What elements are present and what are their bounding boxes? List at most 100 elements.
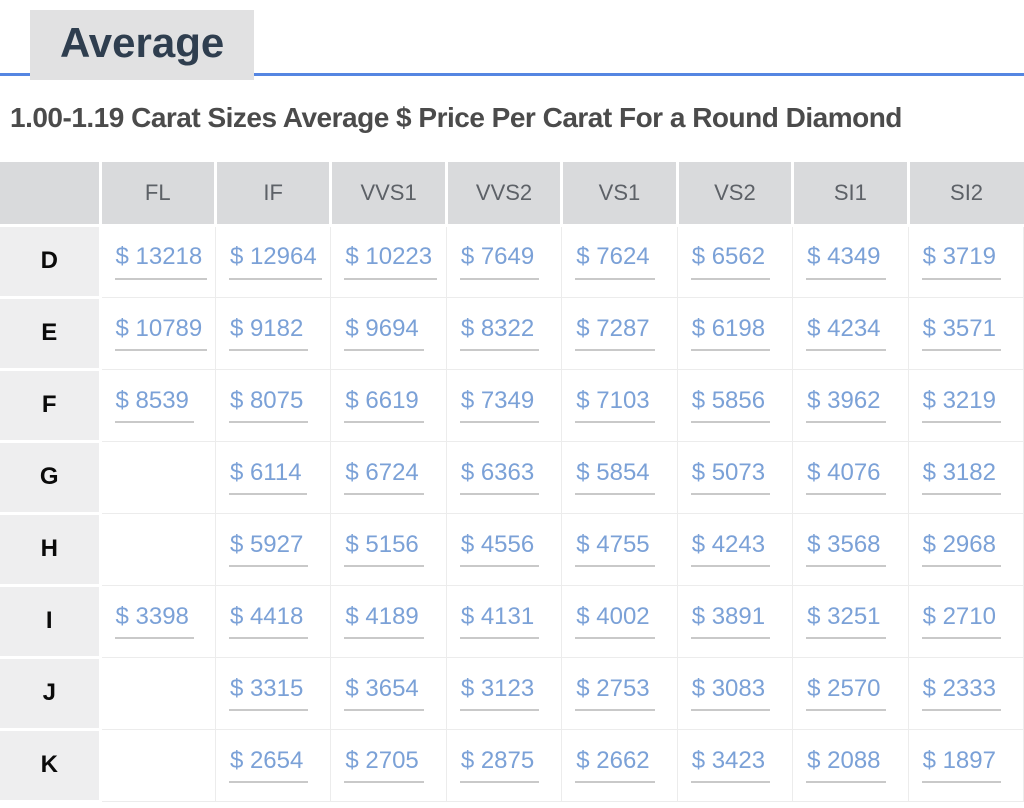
price-link[interactable]: $ 9694 bbox=[344, 315, 424, 352]
price-link[interactable]: $ 3251 bbox=[806, 603, 886, 640]
price-link[interactable]: $ 3568 bbox=[806, 531, 886, 568]
price-link[interactable]: $ 5854 bbox=[575, 459, 655, 496]
price-cell: $ 5854 bbox=[561, 440, 678, 514]
price-cell: $ 2654 bbox=[214, 728, 332, 802]
price-cell: $ 7103 bbox=[561, 368, 678, 442]
price-link[interactable]: $ 2333 bbox=[921, 675, 1001, 712]
price-link[interactable]: $ 3571 bbox=[921, 315, 1001, 352]
price-link[interactable]: $ 3962 bbox=[806, 387, 886, 424]
price-link[interactable]: $ 7349 bbox=[459, 387, 540, 424]
table-body: D $ 13218 $ 12964 $ 10223 $ 7649 $ 7624 $ 6562… bbox=[0, 224, 1024, 803]
price-link[interactable]: $ 7103 bbox=[575, 387, 655, 424]
price-link[interactable]: $ 3719 bbox=[921, 243, 1001, 280]
price-cell: $ 10789 bbox=[99, 296, 216, 370]
price-cell: $ 3654 bbox=[330, 656, 447, 730]
price-cell: $ 5856 bbox=[676, 368, 794, 442]
column-header-fl: FL bbox=[98, 162, 217, 227]
price-link[interactable]: $ 4755 bbox=[575, 531, 655, 568]
tab-average[interactable]: Average bbox=[30, 10, 255, 80]
price-link[interactable]: $ 10789 bbox=[114, 315, 208, 352]
price-link[interactable]: $ 3182 bbox=[921, 459, 1001, 496]
row-label-i: I bbox=[0, 585, 102, 659]
row-label-f: F bbox=[0, 369, 102, 443]
price-link[interactable]: $ 6198 bbox=[690, 315, 771, 352]
price-link[interactable]: $ 2968 bbox=[921, 531, 1001, 568]
price-link[interactable]: $ 3123 bbox=[459, 675, 540, 712]
price-link[interactable]: $ 2710 bbox=[921, 603, 1001, 640]
price-link[interactable]: $ 4243 bbox=[690, 531, 771, 568]
price-link[interactable]: $ 4418 bbox=[228, 603, 309, 640]
price-cell: $ 4755 bbox=[561, 512, 678, 586]
price-link[interactable]: $ 2088 bbox=[806, 747, 886, 784]
price-cell: $ 2570 bbox=[792, 656, 909, 730]
price-cell: $ 8539 bbox=[99, 368, 216, 442]
price-link[interactable]: $ 6562 bbox=[690, 243, 771, 280]
price-link[interactable]: $ 4556 bbox=[459, 531, 540, 568]
price-link[interactable]: $ 2875 bbox=[459, 747, 540, 784]
price-link[interactable]: $ 12964 bbox=[228, 243, 322, 280]
table-row-k: K $ 2654 $ 2705 $ 2875 $ 2662 $ 3423 $ 2088 $ 1… bbox=[0, 728, 1024, 803]
table-row-h: H $ 5927 $ 5156 $ 4556 $ 4755 $ 4243 $ 3568 $ 2… bbox=[0, 512, 1024, 587]
column-header-vs1: VS1 bbox=[560, 162, 679, 227]
price-link[interactable]: $ 2753 bbox=[575, 675, 655, 712]
tab-underline bbox=[0, 73, 1024, 76]
price-cell: $ 6198 bbox=[676, 296, 794, 370]
price-cell: $ 3398 bbox=[99, 584, 216, 658]
price-link[interactable]: $ 3083 bbox=[690, 675, 771, 712]
price-cell bbox=[99, 440, 216, 514]
price-cell: $ 3123 bbox=[445, 656, 563, 730]
price-link[interactable]: $ 7649 bbox=[459, 243, 540, 280]
price-cell: $ 3891 bbox=[676, 584, 794, 658]
price-cell: $ 6562 bbox=[676, 224, 794, 298]
price-link[interactable]: $ 5927 bbox=[228, 531, 309, 568]
price-link[interactable]: $ 5156 bbox=[344, 531, 424, 568]
price-link[interactable]: $ 6619 bbox=[344, 387, 424, 424]
price-link[interactable]: $ 4234 bbox=[806, 315, 886, 352]
price-cell: $ 2662 bbox=[561, 728, 678, 802]
price-link[interactable]: $ 6114 bbox=[228, 459, 307, 496]
table-row-j: J $ 3315 $ 3654 $ 3123 $ 2753 $ 3083 $ 2570 $ 2… bbox=[0, 656, 1024, 731]
price-cell: $ 3423 bbox=[676, 728, 794, 802]
price-link[interactable]: $ 2570 bbox=[806, 675, 886, 712]
price-cell: $ 6724 bbox=[330, 440, 447, 514]
price-link[interactable]: $ 5856 bbox=[690, 387, 771, 424]
price-cell: $ 4349 bbox=[792, 224, 909, 298]
price-link[interactable]: $ 4349 bbox=[806, 243, 886, 280]
price-link[interactable]: $ 4076 bbox=[806, 459, 886, 496]
price-link[interactable]: $ 3315 bbox=[228, 675, 309, 712]
price-link[interactable]: $ 8539 bbox=[114, 387, 194, 424]
price-link[interactable]: $ 5073 bbox=[690, 459, 771, 496]
price-link[interactable]: $ 3398 bbox=[114, 603, 194, 640]
price-link[interactable]: $ 10223 bbox=[344, 243, 438, 280]
price-link[interactable]: $ 1897 bbox=[921, 747, 1001, 784]
price-cell: $ 4076 bbox=[792, 440, 909, 514]
corner-cell bbox=[0, 162, 102, 227]
price-link[interactable]: $ 2654 bbox=[228, 747, 309, 784]
price-link[interactable]: $ 3654 bbox=[344, 675, 424, 712]
price-link[interactable]: $ 6363 bbox=[459, 459, 540, 496]
price-link[interactable]: $ 8322 bbox=[459, 315, 540, 352]
table-row-i: I $ 3398 $ 4418 $ 4189 $ 4131 $ 4002 $ 3891 $ 3… bbox=[0, 584, 1024, 659]
price-link[interactable]: $ 4131 bbox=[459, 603, 540, 640]
price-link[interactable]: $ 2662 bbox=[575, 747, 655, 784]
price-link[interactable]: $ 6724 bbox=[344, 459, 424, 496]
price-cell: $ 4189 bbox=[330, 584, 447, 658]
price-link[interactable]: $ 3219 bbox=[921, 387, 1001, 424]
price-link[interactable]: $ 8075 bbox=[228, 387, 309, 424]
price-link[interactable]: $ 2705 bbox=[344, 747, 424, 784]
price-link[interactable]: $ 7624 bbox=[575, 243, 655, 280]
price-cell: $ 2333 bbox=[907, 656, 1024, 730]
price-cell: $ 5927 bbox=[214, 512, 332, 586]
price-link[interactable]: $ 4002 bbox=[575, 603, 655, 640]
price-link[interactable]: $ 4189 bbox=[344, 603, 424, 640]
price-link[interactable]: $ 7287 bbox=[575, 315, 655, 352]
price-link[interactable]: $ 13218 bbox=[114, 243, 208, 280]
price-cell: $ 5073 bbox=[676, 440, 794, 514]
price-cell: $ 8322 bbox=[445, 296, 563, 370]
price-link[interactable]: $ 3423 bbox=[690, 747, 771, 784]
price-cell: $ 3315 bbox=[214, 656, 332, 730]
price-link[interactable]: $ 9182 bbox=[228, 315, 309, 352]
price-link[interactable]: $ 3891 bbox=[690, 603, 771, 640]
price-cell: $ 9182 bbox=[214, 296, 332, 370]
